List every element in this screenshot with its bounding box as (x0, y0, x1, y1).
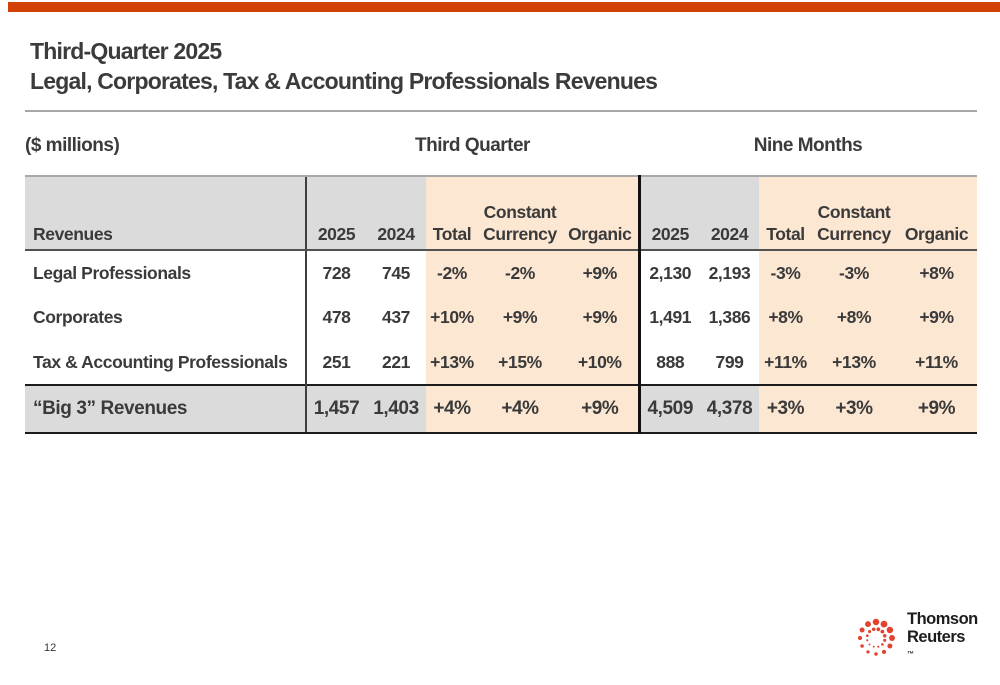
cell-nm-total: +11% (759, 340, 812, 385)
cell-q3-2025: 1,457 (305, 384, 366, 434)
revenues-table: Revenues 2025 2024 Total Constant Curren… (25, 175, 977, 434)
cell-q3-currency: +4% (478, 384, 562, 434)
row-big3-revenues-total: “Big 3” Revenues 1,457 1,403 +4% +4% +9%… (25, 384, 977, 434)
row-legal-professionals: Legal Professionals 728 745 -2% -2% +9% … (25, 250, 977, 295)
cell-nm-2024: 799 (715, 351, 744, 372)
page-number: 12 (44, 642, 57, 654)
cell-q3-2025: 728 (305, 250, 366, 295)
cell-nm-2025: 2,130 (637, 250, 700, 295)
cell-q3-organic: +9% (562, 250, 639, 295)
cell-nm-total: +8% (759, 295, 812, 340)
thomson-reuters-logo: Thomson Reuters ™ (852, 610, 978, 667)
header-nm-currency: Currency (817, 224, 891, 244)
header-q3-organic: Organic (562, 175, 639, 251)
cell-nm-currency: +13% (812, 340, 896, 385)
header-nm-2025: 2025 (637, 175, 700, 251)
row-corporates: Corporates 478 437 +10% +9% +9% 1,491 1,… (25, 295, 977, 340)
header-q3-2024: 2024 (366, 175, 426, 251)
cell-q3-total: +10% (426, 295, 478, 340)
cell-nm-organic: +8% (896, 250, 977, 295)
group-header-nine-months: Nine Months (753, 135, 863, 156)
table-header: Revenues 2025 2024 Total Constant Curren… (25, 175, 977, 251)
title-line-2: Legal, Corporates, Tax & Accounting Prof… (30, 68, 658, 94)
cell-nm-2025: 888 (637, 340, 700, 385)
title-line-1: Third-Quarter 2025 (30, 38, 222, 64)
header-q3-currency: Currency (483, 224, 557, 244)
header-nm-constant: Constant (817, 202, 891, 222)
cell-nm-organic: +9% (896, 384, 977, 434)
header-nm-2024: 2024 (700, 175, 759, 251)
header-nm-constant-currency: Constant Currency (812, 175, 896, 251)
cell-q3-2024: 745 (382, 262, 410, 283)
cell-q3-2025: 251 (305, 340, 366, 385)
group-header-third-quarter: Third Quarter (415, 135, 530, 156)
cell-nm-2025: 4,509 (637, 384, 700, 434)
header-q3-2025: 2025 (305, 175, 366, 251)
thomson-reuters-kinesis-icon (857, 619, 895, 656)
header-q3-constant-currency: Constant Currency (478, 175, 562, 251)
cell-q3-2024: 1,403 (366, 384, 426, 434)
cell-nm-currency: +8% (812, 295, 896, 340)
row-label: “Big 3” Revenues (25, 384, 306, 434)
cell-q3-organic: +9% (562, 384, 639, 434)
cell-q3-organic: +10% (562, 340, 639, 385)
accent-top-bar (8, 2, 1000, 12)
cell-q3-2025: 478 (305, 295, 366, 340)
header-q3-total: Total (426, 175, 478, 251)
cell-nm-currency: -3% (812, 250, 896, 295)
row-label: Legal Professionals (33, 262, 191, 283)
cell-nm-organic: +9% (896, 295, 977, 340)
logo-text: Thomson Reuters ™ (907, 610, 978, 667)
cell-q3-currency: -2% (478, 250, 562, 295)
cell-nm-organic: +11% (896, 340, 977, 385)
logo-line1: Thomson (907, 610, 978, 628)
row-label: Corporates (33, 307, 123, 327)
header-nm-organic: Organic (896, 175, 977, 251)
title-divider (25, 110, 977, 112)
table-body: Legal Professionals 728 745 -2% -2% +9% … (25, 250, 977, 434)
slide-title: Third-Quarter 2025 Legal, Corporates, Ta… (30, 36, 658, 96)
cell-nm-total: -3% (759, 250, 812, 295)
header-row: Revenues 2025 2024 Total Constant Curren… (25, 175, 977, 251)
cell-q3-total: +4% (426, 384, 478, 434)
cell-q3-organic: +9% (562, 295, 639, 340)
cell-q3-2024: 437 (382, 307, 410, 327)
cell-q3-2024: 221 (382, 351, 410, 372)
row-tax-accounting-professionals: Tax & Accounting Professionals 251 221 +… (25, 340, 977, 385)
cell-q3-currency: +15% (478, 340, 562, 385)
cell-q3-total: -2% (426, 250, 478, 295)
header-nm-total: Total (759, 175, 812, 251)
cell-nm-2024: 4,378 (700, 384, 759, 434)
cell-nm-2024: 1,386 (708, 307, 751, 327)
cell-q3-total: +13% (426, 340, 478, 385)
cell-nm-2024: 2,193 (708, 262, 751, 283)
logo-tm: ™ (907, 651, 914, 658)
row-label: Tax & Accounting Professionals (33, 351, 288, 372)
cell-nm-2025: 1,491 (637, 295, 700, 340)
cell-nm-total: +3% (759, 384, 812, 434)
logo-line2: Reuters ™ (907, 628, 965, 658)
cell-nm-currency: +3% (812, 384, 896, 434)
header-revenues: Revenues (25, 175, 306, 251)
cell-q3-currency: +9% (478, 295, 562, 340)
units-label: ($ millions) (25, 135, 120, 156)
header-q3-constant: Constant (483, 202, 557, 222)
